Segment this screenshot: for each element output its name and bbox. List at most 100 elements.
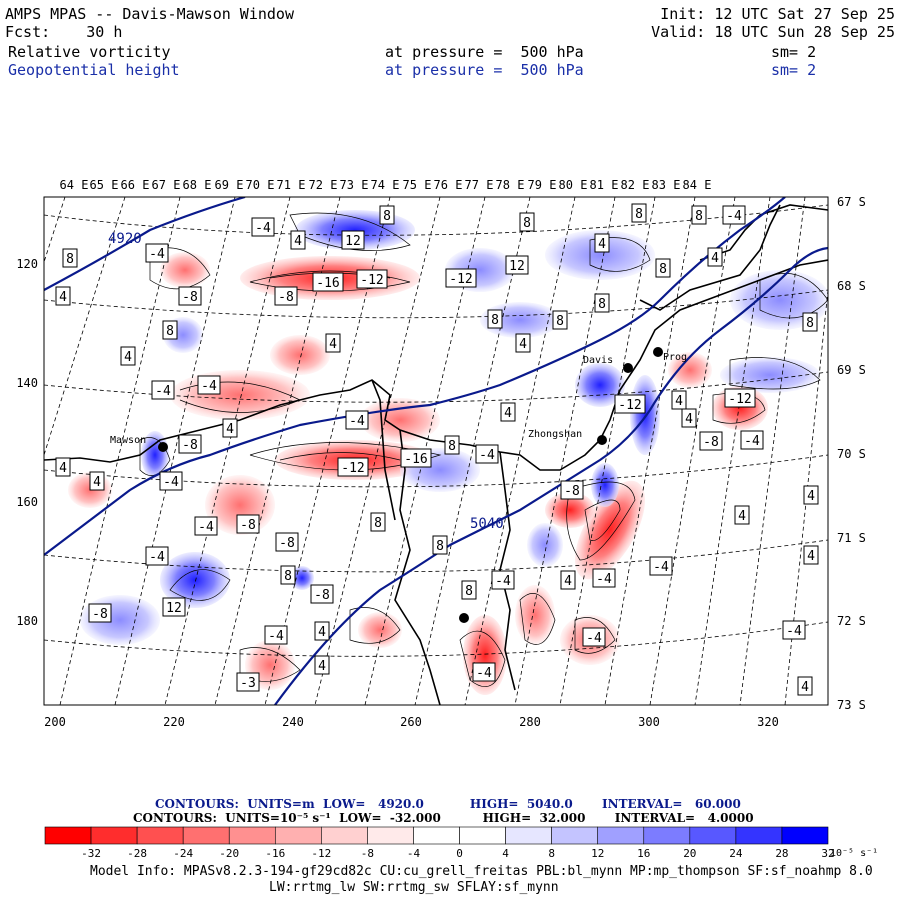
vorticity-label-box: 4 — [707, 247, 723, 267]
vorticity-label-box: -4 — [345, 410, 369, 430]
vorticity-label-box: 8 — [519, 212, 535, 232]
bottom-x-tick: 300 — [638, 715, 660, 729]
svg-text:8: 8 — [284, 569, 292, 584]
svg-text:-16: -16 — [316, 276, 339, 291]
plot-border — [43, 196, 829, 706]
svg-text:4: 4 — [564, 574, 572, 589]
vorticity-label-box: 8 — [162, 320, 178, 340]
colorbar-units: 10⁻⁵ s⁻¹ — [830, 848, 878, 859]
field1-name: Relative vorticity — [8, 43, 171, 61]
colorbar-segment — [90, 826, 138, 845]
svg-text:12: 12 — [509, 259, 525, 274]
vorticity-label-box: 8 — [370, 512, 386, 532]
vorticity-label-box: -4 — [145, 546, 169, 566]
vorticity-label-box: 8 — [62, 248, 78, 268]
top-lon-label: 83 E — [652, 178, 681, 192]
top-lon-label: 64 E — [60, 178, 89, 192]
right-lat-label: 71 S — [837, 531, 866, 545]
colorbar-tick: 0 — [456, 847, 463, 860]
vorticity-label-box: 4 — [120, 346, 136, 366]
svg-text:8: 8 — [598, 297, 606, 312]
vorticity-label-box: 4 — [797, 676, 813, 696]
svg-text:-8: -8 — [314, 588, 330, 603]
vorticity-label-box: 4 — [314, 655, 330, 675]
top-lon-label: 68 E — [183, 178, 212, 192]
vorticity-value-labels: -4 4 8 12 -4 8 -8 -8 -16 -12 4 -12 12 8 4 8 8 -4 8 4 8 4 4 8 8 8 4… — [55, 203, 819, 696]
colorbar-segment — [274, 826, 322, 845]
right-lat-label: 67 S — [837, 195, 866, 209]
vorticity-label-box: -12 — [614, 394, 646, 414]
svg-text:-4: -4 — [653, 560, 669, 575]
vc-label: CONTOURS: — [133, 811, 217, 825]
vorticity-label-box: -4 — [740, 430, 764, 450]
vorticity-label-box: 4 — [803, 545, 819, 565]
vc-units: UNITS=10⁻⁵ s⁻¹ — [225, 811, 331, 825]
svg-text:-12: -12 — [728, 392, 751, 407]
svg-text:-8: -8 — [278, 290, 294, 305]
svg-text:-3: -3 — [240, 676, 256, 691]
svg-text:8: 8 — [448, 439, 456, 454]
vorticity-label-box: -4 — [194, 516, 218, 536]
model-info-line2: LW:rrtmg_lw SW:rrtmg_sw SFLAY:sf_mynn — [269, 880, 559, 895]
vorticity-label-box: 4 — [594, 233, 610, 253]
colorbar-tick: 16 — [637, 847, 650, 860]
svg-text:4: 4 — [318, 659, 326, 674]
vorticity-label-box: -8 — [178, 286, 202, 306]
right-lat-label: 68 S — [837, 279, 866, 293]
colorbar-tick: -28 — [127, 847, 147, 860]
vorticity-label-box: 8 — [432, 535, 448, 555]
svg-text:-4: -4 — [476, 666, 492, 681]
top-lon-label: 80 E — [559, 178, 588, 192]
vorticity-label-box: -4 — [582, 627, 606, 647]
vorticity-label-box: -16 — [400, 448, 432, 468]
top-lon-label: 66 E — [121, 178, 150, 192]
svg-text:4: 4 — [598, 237, 606, 252]
svg-text:8: 8 — [166, 324, 174, 339]
svg-text:4: 4 — [738, 509, 746, 524]
svg-text:-4: -4 — [163, 475, 179, 490]
right-lat-label: 70 S — [837, 447, 866, 461]
vorticity-label-box: -4 — [592, 568, 616, 588]
colorbar-tick: -20 — [219, 847, 239, 860]
vorticity-label-box: -8 — [699, 431, 723, 451]
colorbar-segment — [321, 826, 368, 845]
vorticity-label-box: 4 — [803, 485, 819, 505]
svg-text:8: 8 — [491, 313, 499, 328]
colorbar-tick: 4 — [502, 847, 509, 860]
svg-text:4: 4 — [59, 461, 67, 476]
colorbar-segment — [735, 826, 783, 845]
vorticity-label-box: -4 — [475, 444, 499, 464]
top-lon-label: 72 E — [309, 178, 338, 192]
svg-text:8: 8 — [635, 207, 643, 222]
chart-title: AMPS MPAS -- Davis-Mawson Window — [5, 5, 294, 23]
vc-high: HIGH= 32.000 — [482, 811, 586, 825]
vorticity-label-box: 8 — [594, 293, 610, 313]
vorticity-label-box: -4 — [782, 620, 806, 640]
bottom-x-tick: 240 — [282, 715, 304, 729]
vorticity-label-box: -12 — [445, 268, 477, 288]
svg-text:12: 12 — [345, 234, 361, 249]
vorticity-label-box: -4 — [472, 662, 496, 682]
svg-text:4: 4 — [711, 251, 719, 266]
svg-text:8: 8 — [659, 262, 667, 277]
colorbar-tick: -16 — [265, 847, 285, 860]
colorbar-tick: 20 — [683, 847, 696, 860]
vorticity-label-box: 4 — [560, 570, 576, 590]
colorbar-tick: -12 — [311, 847, 331, 860]
vorticity-label-box: -8 — [275, 532, 299, 552]
colorbar-segment — [228, 826, 276, 845]
colorbar-segment — [643, 826, 691, 845]
vorticity-label-box: 12 — [505, 255, 529, 275]
bottom-x-tick: 320 — [757, 715, 779, 729]
svg-text:-4: -4 — [744, 434, 760, 449]
colorbar-segment — [597, 826, 645, 845]
svg-text:-12: -12 — [341, 461, 364, 476]
svg-text:-16: -16 — [404, 452, 427, 467]
vorticity-label-box: 8 — [487, 309, 503, 329]
vorticity-label-box: -8 — [236, 514, 260, 534]
svg-text:-4: -4 — [349, 414, 365, 429]
field2-pressure: at pressure = 500 hPa — [385, 61, 584, 79]
vorticity-label-box: 8 — [802, 312, 818, 332]
model-info: Model Info: MPASv8.2.3-194-gf29cd82c CU:… — [90, 864, 873, 879]
svg-text:8: 8 — [66, 252, 74, 267]
